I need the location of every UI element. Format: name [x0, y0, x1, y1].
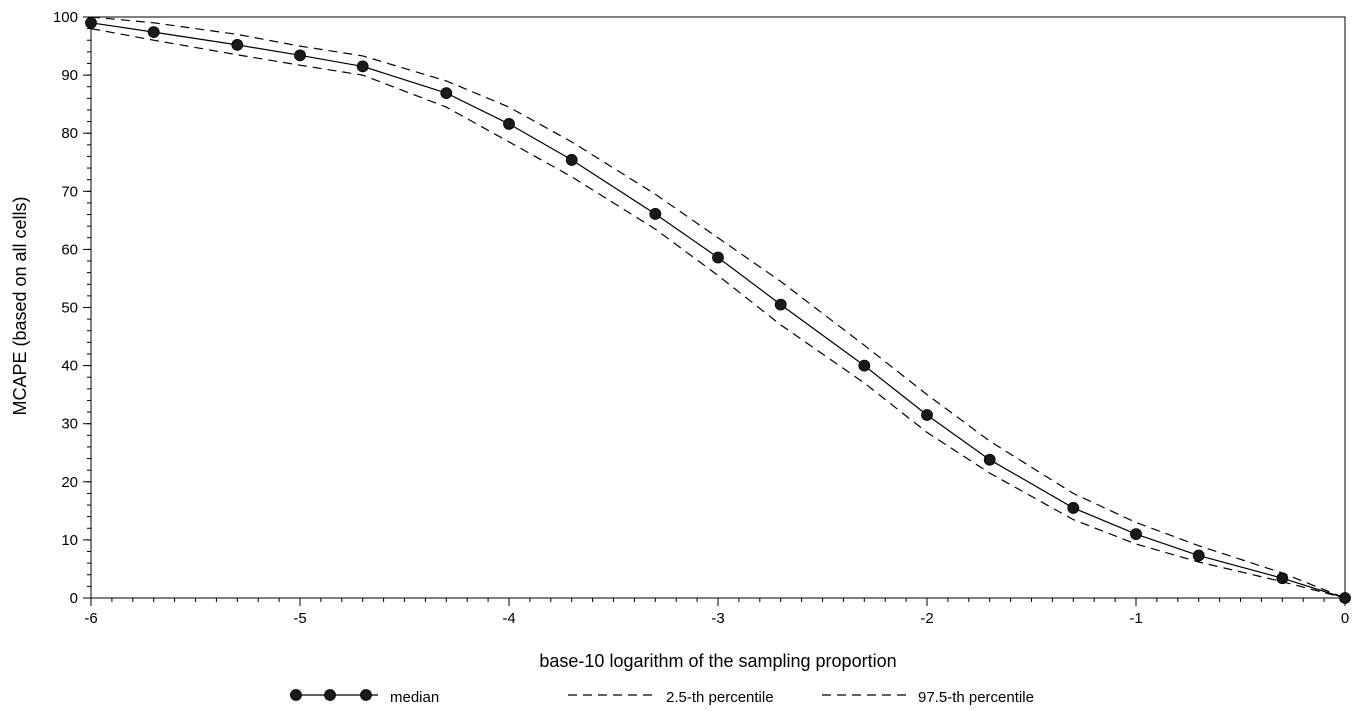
series-line-median — [90, 22, 1346, 599]
series-point-median — [503, 118, 515, 130]
series-point-median — [921, 409, 933, 421]
y-tick-label: 100 — [53, 9, 78, 26]
series-point-median — [1192, 549, 1205, 562]
legend: median 2.5-th percentile 97.5-th percent… — [290, 689, 1034, 706]
x-tick-label: 0 — [1341, 610, 1349, 627]
x-axis-title: base-10 logarithm of the sampling propor… — [539, 651, 896, 671]
x-tick-label: -5 — [293, 610, 306, 627]
x-tick-label: -4 — [502, 610, 515, 627]
y-tick-label: 60 — [61, 241, 78, 258]
y-tick-label: 10 — [61, 532, 78, 549]
series-point-median — [649, 208, 662, 220]
series-point-median — [774, 298, 787, 311]
series-point-median — [147, 26, 160, 39]
x-tick-label: -2 — [920, 610, 933, 627]
y-tick-label: 80 — [61, 125, 78, 142]
plot-area: -6 -5 -4 -3 -2 -1 0 0 10 20 30 40 50 60 70 80 90 100 — [53, 9, 1351, 627]
legend-marker-median — [324, 689, 336, 701]
series-point-median — [85, 16, 97, 29]
series-point-median — [858, 359, 871, 372]
x-tick-label: -3 — [711, 610, 724, 627]
series-point-median — [356, 60, 369, 73]
series-point-median — [712, 251, 724, 264]
series-point-median — [440, 87, 453, 100]
plot-frame — [90, 16, 1346, 599]
series-point-median — [1130, 528, 1142, 540]
y-tick-label: 30 — [61, 416, 78, 433]
series-line-2-5-th-percentile — [90, 28, 1346, 599]
y-tick-label: 20 — [61, 474, 78, 491]
y-tick-label: 90 — [61, 67, 78, 84]
legend-marker-median — [360, 689, 372, 701]
legend-label-median: median — [390, 689, 439, 706]
legend-label-2-5-percentile: 2.5-th percentile — [666, 689, 774, 706]
x-tick-label: -6 — [84, 610, 97, 627]
series-point-median — [231, 38, 244, 51]
series-line-97-5-th-percentile — [90, 16, 1346, 599]
series-point-median — [565, 154, 578, 166]
y-axis-title: MCAPE (based on all cells) — [10, 196, 30, 415]
series-point-median — [294, 49, 306, 62]
x-tick-label: -1 — [1129, 610, 1142, 627]
legend-label-97-5-percentile: 97.5-th percentile — [918, 689, 1034, 706]
y-tick-label: 0 — [70, 590, 78, 607]
y-tick-label: 50 — [61, 300, 78, 317]
y-tick-label: 40 — [61, 358, 78, 375]
series-point-median — [983, 453, 996, 466]
y-tick-label: 70 — [61, 183, 78, 200]
series-point-median — [1067, 502, 1080, 514]
legend-marker-median — [290, 689, 302, 701]
